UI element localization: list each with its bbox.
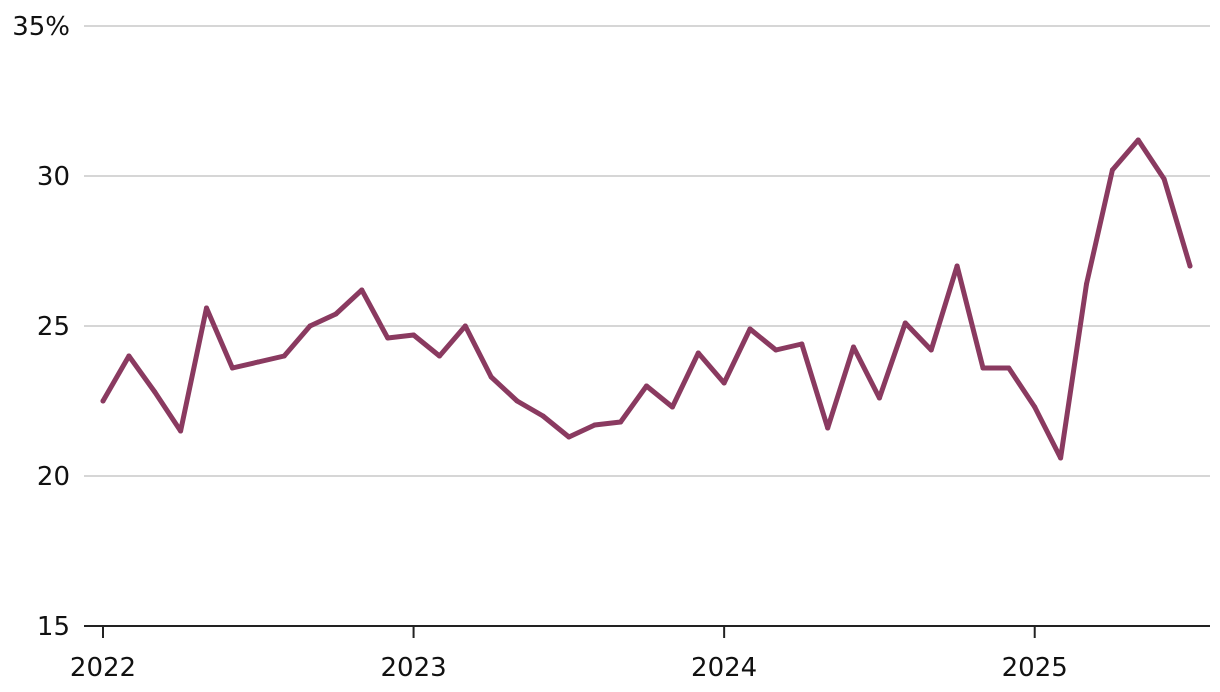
data-point-2023-06: [540, 413, 546, 419]
data-point-2022-03: [152, 389, 158, 395]
data-point-2024-02: [747, 326, 753, 332]
data-point-2024-10: [954, 263, 960, 269]
y-tick-label-25: 25: [37, 312, 70, 342]
data-point-2023-04: [488, 374, 494, 380]
data-point-2024-11: [980, 365, 986, 371]
data-point-2022-05: [204, 305, 209, 311]
data-point-2024-12: [1006, 365, 1012, 371]
data-point-2022-04: [178, 428, 184, 434]
data-point-2022-06: [229, 365, 235, 371]
data-point-2022-08: [281, 353, 287, 359]
data-point-2025-01: [1032, 404, 1038, 410]
data-point-2022-12: [385, 335, 391, 341]
y-axis-labels: 15 20 25 30 35%: [12, 12, 70, 642]
data-point-2024-05: [825, 425, 831, 431]
data-point-2025-06: [1161, 176, 1167, 182]
data-point-2022-02: [126, 353, 132, 359]
series-line-0: [100, 137, 1193, 461]
data-point-2023-12: [695, 350, 701, 356]
data-point-2024-01: [721, 380, 727, 386]
data-point-2025-02: [1058, 455, 1064, 461]
data-point-2023-05: [514, 398, 520, 404]
data-point-2023-11: [669, 404, 675, 410]
data-point-2022-07: [255, 359, 261, 365]
data-point-2024-04: [799, 341, 805, 347]
data-point-2023-07: [566, 434, 572, 440]
data-point-2024-03: [773, 347, 779, 353]
data-point-2024-07: [876, 395, 882, 401]
data-point-2023-09: [618, 419, 624, 425]
data-point-2023-02: [437, 353, 442, 359]
data-point-2024-08: [902, 320, 908, 326]
data-point-2022-10: [333, 311, 339, 317]
data-point-2022-11: [359, 287, 365, 293]
x-axis: 2022 2023 2024 2025: [70, 626, 1068, 683]
gridlines: [84, 25, 1210, 627]
data-point-2025-07: [1187, 263, 1193, 269]
y-tick-label-30: 30: [37, 162, 70, 192]
data-point-2025-04: [1109, 167, 1115, 173]
y-tick-label-20: 20: [37, 462, 70, 492]
data-point-2025-05: [1135, 137, 1141, 143]
data-point-2025-03: [1084, 281, 1089, 287]
x-tick-label-2023: 2023: [380, 653, 446, 683]
x-tick-label-2025: 2025: [1002, 653, 1068, 683]
data-point-2022-09: [307, 323, 313, 329]
series-layer: [100, 137, 1193, 461]
data-point-2023-10: [644, 383, 649, 389]
x-tick-label-2022: 2022: [70, 653, 136, 683]
data-point-2024-09: [928, 347, 934, 353]
data-point-2023-01: [411, 332, 417, 338]
data-point-2024-06: [851, 344, 856, 350]
data-point-2023-08: [592, 422, 598, 428]
data-point-2022-01: [100, 398, 106, 404]
data-point-2023-03: [462, 323, 468, 329]
y-tick-label-35: 35%: [12, 12, 70, 42]
x-tick-label-2024: 2024: [691, 653, 757, 683]
y-tick-label-15: 15: [37, 612, 70, 642]
